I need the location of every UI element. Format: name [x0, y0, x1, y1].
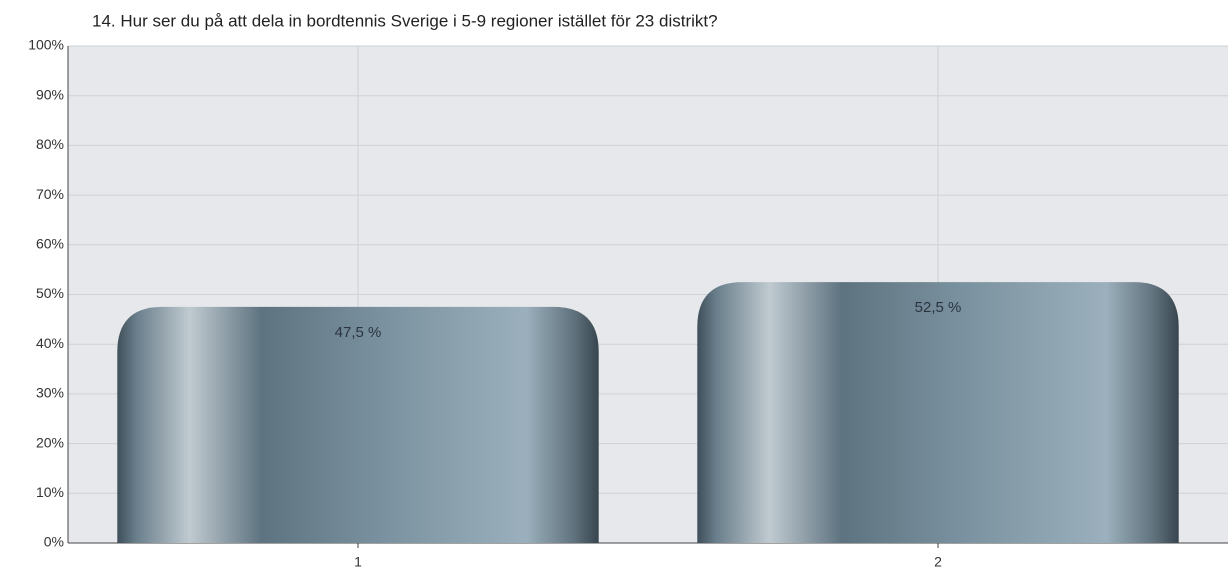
y-tick-label: 10% — [36, 484, 64, 500]
x-tick-label: 1 — [354, 554, 362, 570]
y-tick-label: 30% — [36, 385, 64, 401]
y-tick-label: 20% — [36, 434, 64, 450]
y-tick-label: 100% — [28, 37, 64, 53]
bar — [697, 282, 1179, 543]
y-tick-label: 40% — [36, 335, 64, 351]
y-tick-label: 50% — [36, 285, 64, 301]
chart-title: 14. Hur ser du på att dela in bordtennis… — [92, 11, 718, 30]
y-tick-label: 70% — [36, 186, 64, 202]
data-label: 52,5 % — [915, 299, 962, 316]
bar — [117, 306, 599, 543]
y-tick-label: 0% — [44, 534, 64, 550]
x-tick-label: 2 — [934, 554, 942, 570]
y-tick-label: 80% — [36, 136, 64, 152]
y-tick-label: 90% — [36, 86, 64, 102]
data-label: 47,5 % — [335, 324, 382, 341]
y-tick-label: 60% — [36, 236, 64, 252]
